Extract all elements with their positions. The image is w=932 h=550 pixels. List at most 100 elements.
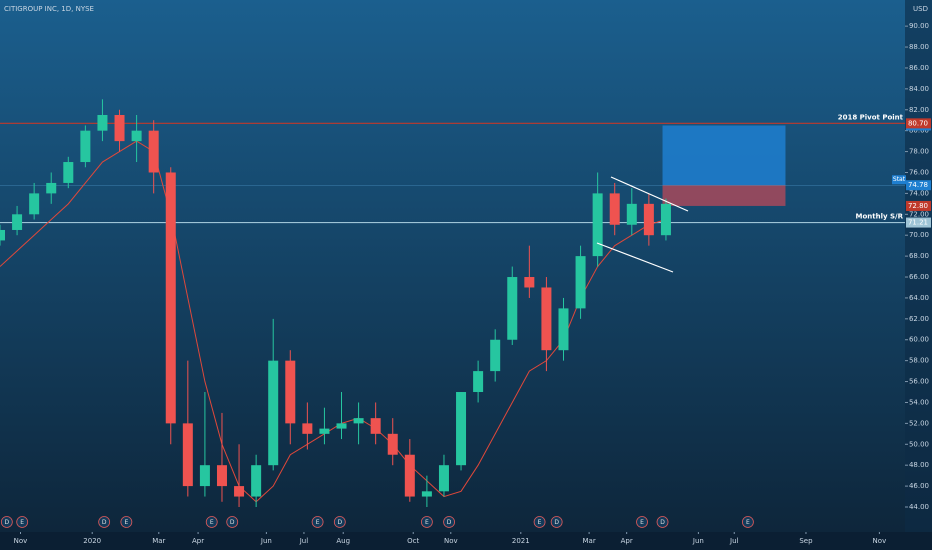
- candle-body: [268, 360, 279, 466]
- candle-body: [370, 418, 381, 434]
- candle-body: [592, 193, 603, 257]
- candle-body: [609, 193, 620, 225]
- x-tick-label: Apr: [621, 537, 633, 545]
- event-label: E: [20, 519, 24, 526]
- event-marker: [550, 516, 563, 528]
- candle-body: [12, 214, 23, 230]
- y-tick-label: 58.00: [909, 357, 929, 365]
- y-tick-label: 82.00: [909, 106, 929, 114]
- event-marker: [420, 516, 433, 528]
- trend-line: [596, 242, 674, 273]
- plot-area: 44.00 46.00 48.00 50.00 52.00 54.00 56.00 58.00…: [0, 22, 931, 545]
- price-tag-label: 74.78: [908, 181, 928, 189]
- candle-body: [507, 277, 518, 340]
- event-label: D: [230, 519, 235, 526]
- event-marker: [443, 516, 455, 528]
- y-tick-label: 54.00: [909, 398, 929, 406]
- candle-body: [575, 256, 586, 309]
- candle-body: [63, 162, 74, 183]
- y-tick-label: 80.00: [909, 127, 929, 135]
- event-marker: [226, 516, 239, 528]
- entry-name-box: [892, 175, 906, 185]
- x-tick-label: Apr: [192, 537, 204, 545]
- candle-body: [234, 486, 245, 497]
- candle-body: [438, 465, 449, 492]
- event-marker: [16, 516, 29, 528]
- event-label: D: [447, 519, 452, 526]
- candle-body: [302, 423, 313, 434]
- chart-title: CITIGROUP INC, 1D, NYSE: [4, 5, 94, 13]
- currency: USD: [913, 5, 928, 13]
- price-tag-label: 71.21: [908, 219, 928, 227]
- candle-body: [490, 339, 501, 372]
- candle-body: [29, 193, 40, 215]
- y-tick-label: 76.00: [909, 168, 929, 176]
- level-name: 2018 Pivot Point: [838, 113, 904, 121]
- x-tick-label: 2020: [83, 537, 101, 545]
- candle-body: [114, 114, 125, 142]
- y-tick-label: 62.00: [909, 315, 929, 323]
- stop-zone: [662, 185, 786, 206]
- candle-body: [421, 491, 432, 497]
- event-marker: [636, 516, 648, 528]
- event-marker: [98, 516, 111, 528]
- y-tick-label: 74.00: [909, 189, 929, 197]
- candle-body: [182, 423, 193, 487]
- candle-body: [473, 371, 484, 393]
- y-tick-label: 88.00: [909, 43, 929, 51]
- event-marker: [742, 516, 754, 528]
- event-label: D: [5, 519, 10, 526]
- y-tick-label: 44.00: [909, 503, 929, 511]
- price-tag: [906, 180, 931, 191]
- candle-body: [558, 308, 569, 351]
- y-tick-label: 66.00: [909, 273, 929, 281]
- candle-body: [660, 203, 671, 236]
- price-axis: [905, 0, 932, 550]
- event-marker: [533, 516, 546, 528]
- event-label: E: [746, 519, 750, 526]
- candle-body: [643, 203, 654, 236]
- price-tag-label: 72.80: [908, 202, 928, 210]
- candle-body: [626, 203, 637, 225]
- y-tick-label: 78.00: [909, 148, 929, 156]
- candle-body: [404, 454, 415, 497]
- event-marker: [656, 516, 669, 528]
- candle-body: [97, 114, 108, 131]
- x-tick-label: Nov: [14, 537, 28, 545]
- x-tick-label: Sep: [799, 537, 813, 545]
- level-name: Monthly S/R: [856, 213, 904, 221]
- event-marker: [120, 516, 133, 528]
- y-tick-label: 48.00: [909, 461, 929, 469]
- target-zone: [662, 125, 786, 186]
- x-tick-label: Jun: [692, 537, 704, 545]
- y-tick-label: 72.00: [909, 210, 929, 218]
- trend-line: [610, 176, 689, 212]
- x-tick-label: Aug: [336, 537, 350, 545]
- candle-body: [216, 465, 227, 487]
- price-tag: [906, 200, 931, 211]
- candle-body: [285, 360, 296, 424]
- candle-body: [148, 130, 159, 173]
- x-tick-label: 2021: [512, 537, 530, 545]
- x-tick-label: Mar: [582, 537, 595, 545]
- event-marker: [0, 516, 13, 528]
- entry-name: Stat: [893, 176, 906, 183]
- y-tick-label: 52.00: [909, 419, 929, 427]
- candle-body: [319, 428, 330, 434]
- x-tick-label: Jul: [299, 537, 309, 545]
- y-tick-label: 70.00: [909, 231, 929, 239]
- x-tick-label: Nov: [873, 537, 887, 545]
- candle-body: [80, 130, 91, 163]
- time-axis: [0, 532, 932, 550]
- price-tag: [906, 217, 931, 228]
- x-tick-label: Jul: [729, 537, 739, 545]
- event-label: D: [554, 519, 559, 526]
- candle-body: [353, 418, 364, 424]
- y-tick-label: 86.00: [909, 64, 929, 72]
- x-tick-label: Mar: [152, 537, 165, 545]
- price-tag: [906, 118, 931, 129]
- event-label: E: [316, 519, 320, 526]
- event-marker: [311, 516, 324, 528]
